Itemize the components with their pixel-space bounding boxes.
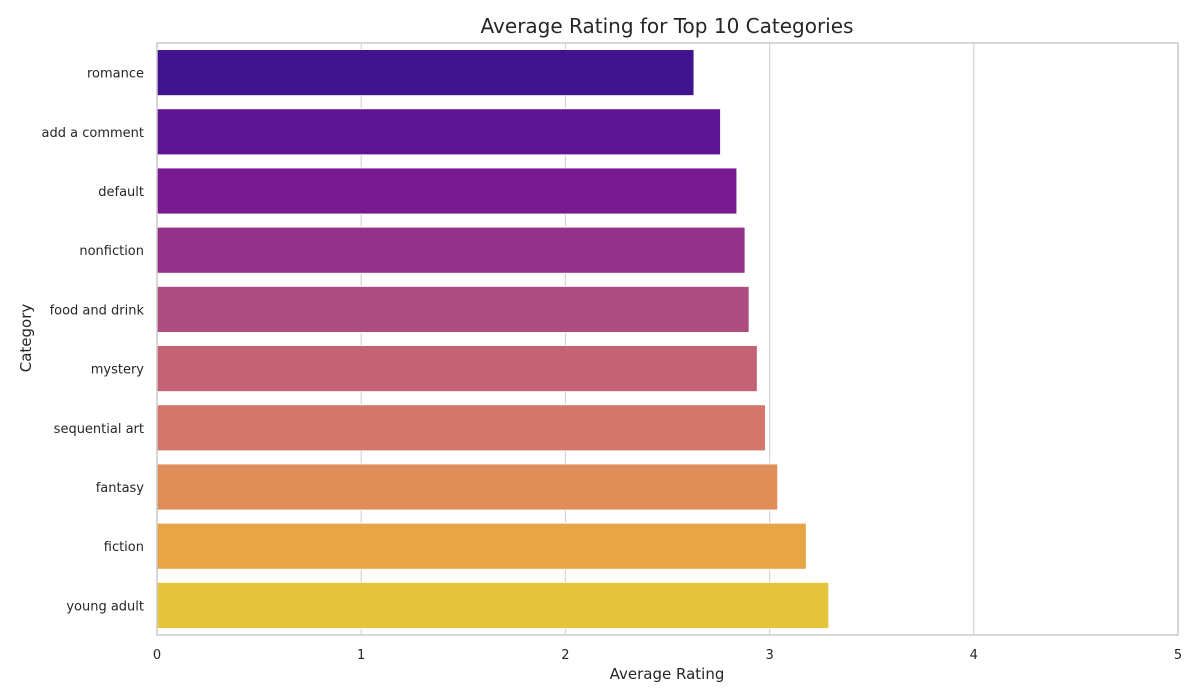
y-tick-label: sequential art (54, 422, 144, 437)
y-tick-label: add a comment (42, 126, 144, 141)
bar-fantasy (156, 463, 779, 511)
chart-title: Average Rating for Top 10 Categories (481, 14, 854, 38)
bar-food-and-drink (156, 285, 750, 333)
x-tick-label: 4 (970, 648, 978, 663)
y-tick-labels: romance add a comment default nonfiction foo… (42, 67, 145, 615)
bar-default (156, 167, 738, 215)
x-tick-label: 3 (765, 648, 773, 663)
y-tick-label: food and drink (50, 303, 145, 318)
bar-sequential-art (156, 404, 767, 452)
y-tick-label: young adult (66, 599, 144, 614)
y-tick-label: mystery (91, 363, 145, 378)
x-tick-label: 2 (561, 648, 569, 663)
x-tick-label: 5 (1174, 648, 1182, 663)
plot-frame (156, 42, 1179, 636)
x-tick-label: 1 (357, 648, 365, 663)
plot-border (156, 42, 1179, 636)
bar-mystery (156, 345, 758, 393)
y-tick-label: fiction (104, 540, 144, 555)
bar-young-adult (156, 581, 830, 629)
y-tick-label: fantasy (96, 481, 145, 496)
x-tick-label: 0 (153, 648, 161, 663)
y-tick-label: romance (87, 67, 144, 82)
x-axis-label: Average Rating (610, 665, 725, 683)
bar-romance (156, 49, 695, 97)
bar-nonfiction (156, 226, 746, 274)
bar-fiction (156, 522, 807, 570)
x-tick-labels: 0 1 2 3 4 5 (153, 648, 1182, 663)
y-tick-label: default (98, 185, 144, 200)
bar-add-a-comment (156, 108, 722, 156)
y-axis-label: Category (17, 304, 35, 373)
y-tick-label: nonfiction (79, 244, 144, 259)
bars (156, 49, 830, 629)
